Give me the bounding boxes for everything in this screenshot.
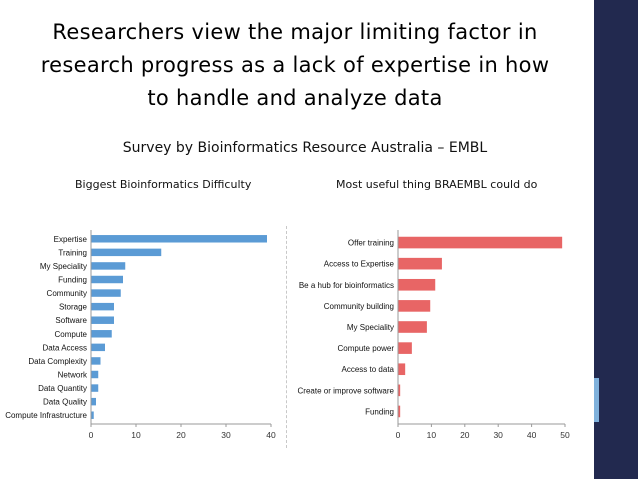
slide: Researchers view the major limiting fact… [5, 16, 584, 448]
difficulty-x-tick-label: 10 [131, 430, 141, 440]
braembl-bar [398, 321, 427, 333]
difficulty-category-label: Data Complexity [28, 357, 87, 366]
difficulty-x-tick-label: 40 [266, 430, 276, 440]
difficulty-bar [91, 411, 94, 419]
braembl-category-label: Funding [365, 407, 394, 416]
difficulty-bar [91, 343, 105, 352]
decorative-sidebar [594, 0, 638, 479]
braembl-category-label: Compute power [338, 344, 395, 353]
difficulty-category-label: Compute Infrastructure [5, 411, 87, 420]
braembl-bar [398, 384, 401, 397]
slide-title-line: research progress as a lack of expertise… [40, 53, 550, 77]
difficulty-bar [91, 316, 114, 324]
difficulty-bar [91, 384, 99, 392]
difficulty-bar [91, 235, 267, 243]
slide-title-line: to handle and analyze data [147, 86, 443, 110]
braembl-bar [398, 342, 412, 354]
slide-subtitle: Survey by Bioinformatics Resource Austra… [122, 140, 488, 156]
braembl-bar [398, 257, 442, 270]
difficulty-bar-chart: Expertise Training My Speciality Funding Com… [5, 230, 276, 440]
slide-title-line: Researchers view the major limiting fact… [52, 20, 538, 44]
slide-title: Researchers view the major limiting fact… [6, 16, 584, 115]
braembl-category-label: Offer training [348, 239, 394, 248]
braembl-category-label: My Speciality [347, 323, 394, 332]
difficulty-category-label: Software [55, 316, 87, 325]
difficulty-category-label: Community [47, 289, 87, 298]
difficulty-bar [91, 370, 99, 379]
difficulty-category-label: Storage [59, 303, 88, 312]
difficulty-category-label: Compute [55, 330, 88, 339]
difficulty-x-tick-label: 20 [176, 430, 186, 440]
difficulty-bar [91, 397, 96, 406]
difficulty-category-label: Funding [58, 276, 87, 285]
difficulty-category-label: Data Quantity [38, 384, 87, 393]
difficulty-x-tick-label: 0 [89, 430, 94, 440]
braembl-x-tick-label: 30 [493, 430, 503, 440]
right-chart-caption: Most useful thing BRAEMBL could do [336, 178, 538, 191]
difficulty-bar [91, 302, 114, 311]
braembl-bar [398, 363, 406, 376]
braembl-x-tick-label: 50 [560, 430, 570, 440]
difficulty-bar [91, 357, 101, 365]
braembl-bar [398, 405, 401, 418]
braembl-x-tick-label: 40 [527, 430, 537, 440]
braembl-category-label: Be a hub for bioinformatics [299, 281, 394, 290]
braembl-bar [398, 236, 563, 249]
braembl-category-label: Community building [324, 302, 394, 311]
sidebar-accent-bar [594, 378, 599, 422]
braembl-category-label: Create or improve software [298, 386, 395, 395]
braembl-x-tick-label: 0 [396, 430, 401, 440]
braembl-bar-chart: Offer training Access to Expertise Be a hu… [298, 230, 570, 440]
difficulty-category-label: Expertise [54, 235, 88, 244]
difficulty-bar [91, 330, 112, 338]
difficulty-x-tick-label: 30 [221, 430, 231, 440]
braembl-x-tick-label: 20 [460, 430, 470, 440]
difficulty-bar [91, 275, 123, 284]
braembl-x-tick-label: 10 [427, 430, 437, 440]
braembl-bar [398, 278, 436, 291]
difficulty-bar [91, 289, 121, 297]
difficulty-category-label: Data Access [43, 343, 87, 352]
difficulty-category-label: Training [58, 248, 87, 257]
braembl-category-label: Access to data [342, 365, 395, 374]
difficulty-bar [91, 262, 126, 270]
difficulty-bar [91, 248, 162, 257]
left-chart-caption: Biggest Bioinformatics Difficulty [75, 178, 252, 191]
difficulty-category-label: Data Quality [43, 398, 87, 407]
braembl-bar [398, 300, 431, 312]
chart-divider [286, 226, 287, 448]
braembl-category-label: Access to Expertise [324, 260, 395, 269]
difficulty-category-label: Network [58, 371, 88, 380]
difficulty-category-label: My Speciality [40, 262, 87, 271]
